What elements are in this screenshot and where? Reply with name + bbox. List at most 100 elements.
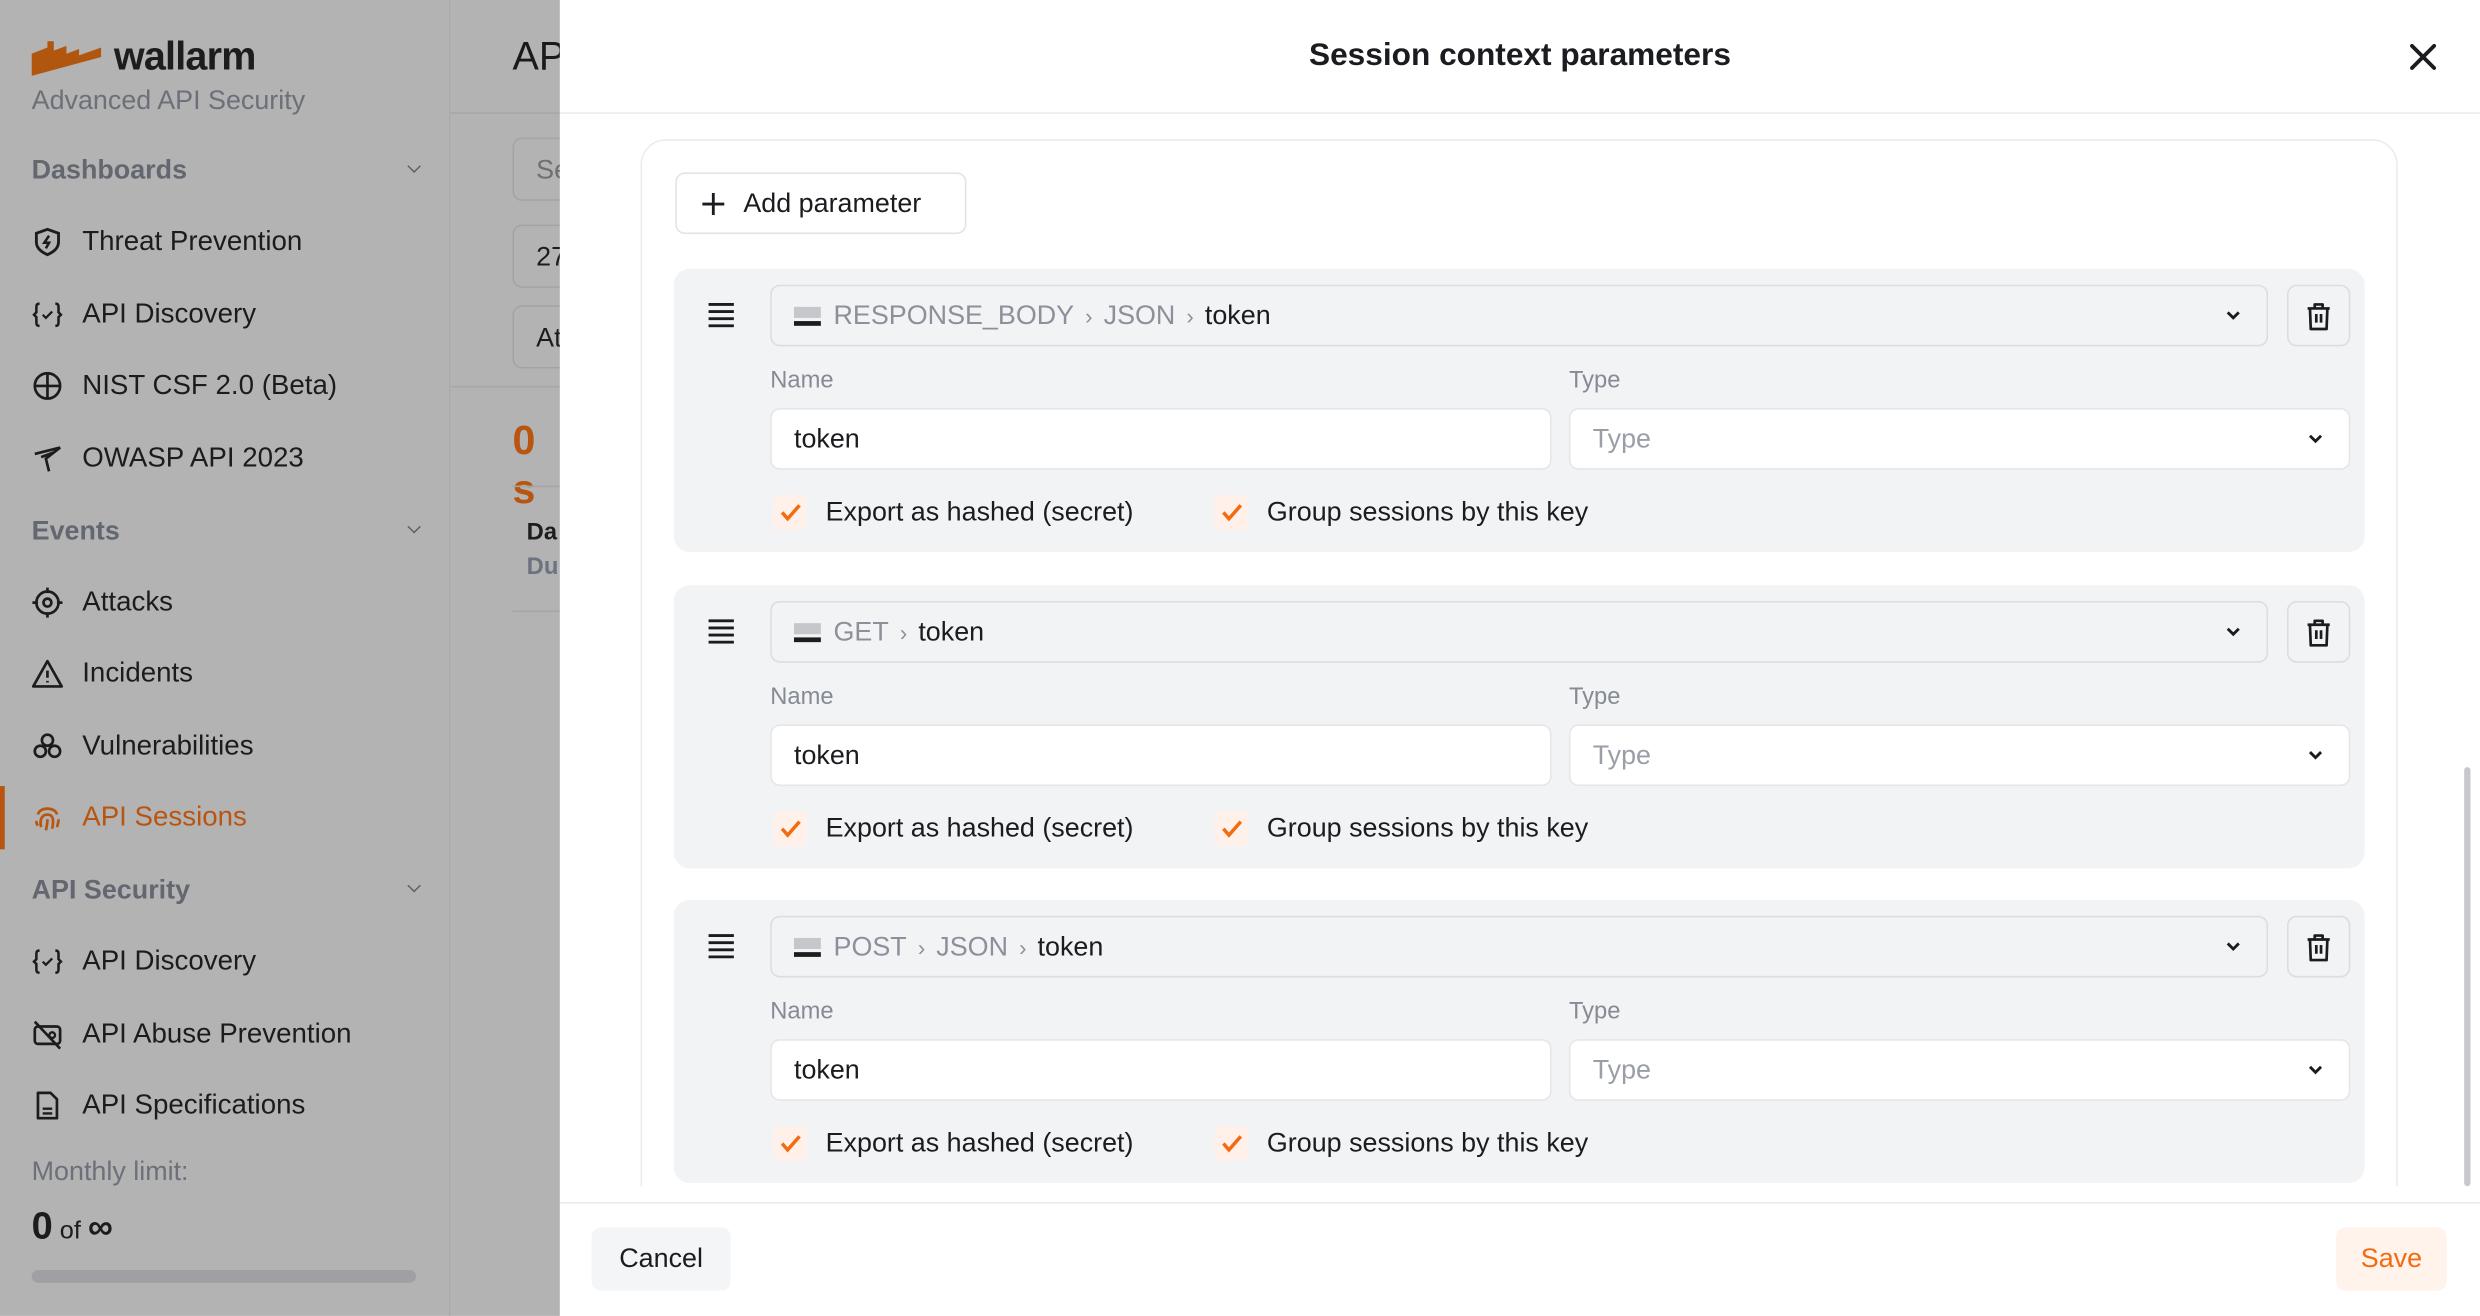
parameter-row: GET › token Name Type token Type Export a… [673,585,2365,869]
chevron-right-icon: › [899,619,908,645]
group-sessions-checkbox[interactable]: Group sessions by this key [1214,495,1588,530]
section-title: Dashboards [31,154,188,186]
trash-icon [2307,933,2330,961]
sidebar-item-incidents[interactable]: Incidents [31,656,193,689]
export-hashed-checkbox[interactable]: Export as hashed (secret) [773,495,1133,530]
chevron-down-icon: ⌵ [407,518,421,538]
export-hashed-label: Export as hashed (secret) [825,496,1134,527]
limit-total: ∞ [87,1206,113,1247]
type-select[interactable]: Type [1568,1039,2351,1101]
parameter-path-select[interactable]: GET › token [770,601,2269,663]
nav-label: NIST CSF 2.0 (Beta) [82,368,338,401]
document-icon [36,1090,59,1119]
export-hashed-checkbox[interactable]: Export as hashed (secret) [773,811,1134,847]
path-key: token [918,616,985,647]
export-hashed-label: Export as hashed (secret) [825,1127,1134,1158]
delete-parameter-button[interactable] [2287,915,2351,978]
delete-parameter-button[interactable] [2287,601,2351,663]
group-sessions-checkbox[interactable]: Group sessions by this key [1214,1126,1589,1161]
section-dashboards[interactable]: Dashboards ⌵ [32,155,427,187]
name-input[interactable]: token [770,408,1552,470]
sidebar-item-vulnerabilities[interactable]: Vulnerabilities [32,729,254,762]
name-input[interactable]: token [770,1039,1552,1101]
section-api-security[interactable]: API Security ⌵ [32,875,427,907]
close-icon[interactable] [2404,38,2442,76]
path-segment: GET [833,616,889,647]
sidebar-item-api-discovery-2[interactable]: API Discovery [32,944,256,977]
checkbox[interactable] [773,1126,807,1161]
date-filter[interactable]: 27 [512,224,560,288]
section-events[interactable]: Events ⌵ [32,516,427,548]
checkbox[interactable] [1214,1126,1248,1161]
monthly-limit-value: 0 of ∞ [32,1205,113,1249]
group-sessions-label: Group sessions by this key [1266,812,1589,844]
chevron-down-icon: ⌵ [407,158,421,178]
checkbox[interactable] [773,495,807,530]
plus-icon [702,192,725,215]
sidebar-item-attacks[interactable]: Attacks [32,585,173,618]
nav-label: Vulnerabilities [82,729,254,761]
export-hashed-label: Export as hashed (secret) [825,812,1134,844]
nav-label: API Sessions [82,800,247,832]
sidebar-item-api-discovery[interactable]: API Discovery [32,297,256,330]
sidebar-item-nist-csf[interactable]: NIST CSF 2.0 (Beta) [32,369,337,402]
checkbox[interactable] [773,811,807,847]
check-icon [780,820,801,838]
search-input[interactable]: Se [512,137,560,201]
logo[interactable]: wallarm [31,35,256,81]
bot-off-icon [33,1020,62,1049]
check-icon [780,1135,801,1153]
check-icon [1221,820,1242,838]
nav-label: Attacks [82,585,174,617]
braces-check-icon [32,948,63,974]
name-input[interactable]: token [770,724,1552,787]
filter-select[interactable]: At [512,305,560,369]
sidebar-item-api-sessions[interactable]: API Sessions [32,800,247,833]
nist-icon [33,371,62,400]
add-parameter-label: Add parameter [743,187,922,218]
parameters-card [640,139,2398,1187]
modal-title: Session context parameters [1308,37,1731,73]
sidebar-item-api-specifications[interactable]: API Specifications [32,1088,305,1121]
check-icon [780,504,801,522]
section-title: API Security [31,874,191,905]
group-sessions-label: Group sessions by this key [1266,1127,1589,1158]
drag-handle-icon[interactable] [707,933,735,959]
modal-body: Add parameter RESPONSE_BODY › JSON › token … [560,114,2480,1187]
column-header: Da [526,518,558,546]
add-parameter-button[interactable]: Add parameter [675,172,967,235]
sidebar-item-api-abuse-prevention[interactable]: API Abuse Prevention [32,1017,352,1050]
sidebar-item-owasp[interactable]: OWASP API 2023 [32,441,304,474]
export-hashed-checkbox[interactable]: Export as hashed (secret) [773,1126,1133,1161]
drag-handle-icon[interactable] [707,618,735,644]
checkbox[interactable] [1214,495,1248,530]
monthly-limit-progress [31,1270,416,1283]
chevron-right-icon: › [1186,302,1194,329]
path-key: token [1037,930,1104,961]
sidebar-item-threat-prevention[interactable]: Threat Prevention [32,224,303,258]
background-page: AP Se 27 At 0 s Da Du [450,0,560,1316]
path-segment: RESPONSE_BODY [833,299,1075,330]
type-select[interactable]: Type [1568,724,2351,787]
chevron-right-icon: › [1019,933,1027,960]
cancel-button[interactable]: Cancel [591,1227,731,1291]
chevron-down-icon [2308,434,2323,444]
path-key: token [1204,299,1271,330]
nav-label: API Abuse Prevention [82,1016,352,1049]
checkbox[interactable] [1214,811,1248,847]
delete-parameter-button[interactable] [2287,284,2351,347]
parameter-path-select[interactable]: POST › JSON › token [770,915,2269,978]
sessions-count: 0 s [512,415,536,513]
session-context-modal: Session context parameters Add parameter… [559,0,2480,1316]
type-select[interactable]: Type [1568,408,2351,470]
parameter-path-select[interactable]: RESPONSE_BODY › JSON › token [770,284,2269,347]
nav-label: Threat Prevention [82,224,303,257]
drag-handle-icon[interactable] [707,302,735,328]
path-segments: POST › JSON › [834,931,1038,963]
type-label: Type [1568,683,1621,711]
save-button[interactable]: Save [2336,1227,2447,1291]
group-sessions-checkbox[interactable]: Group sessions by this key [1214,811,1589,847]
path-type-icon [793,622,821,642]
chevron-down-icon [2308,1065,2323,1075]
scrollbar[interactable] [2464,767,2471,1187]
